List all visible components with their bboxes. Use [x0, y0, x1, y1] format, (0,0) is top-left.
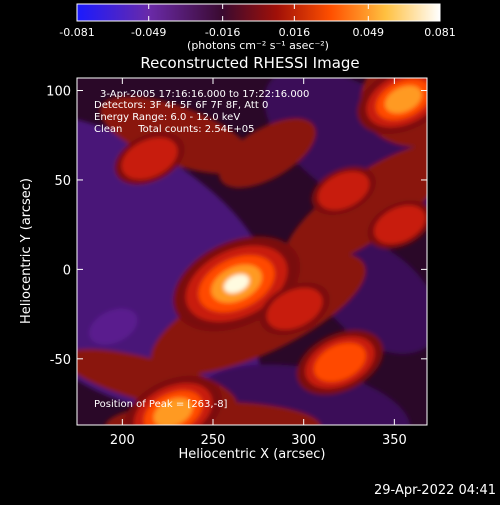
energy-range-text: Energy Range: 6.0 - 12.0 keV	[94, 112, 240, 123]
x-tick-label: 200	[110, 433, 135, 448]
plot-area	[0, 15, 500, 475]
colorbar-units: (photons cm⁻² s⁻¹ asec⁻²)	[187, 39, 329, 52]
y-axis-label: Heliocentric Y (arcsec)	[19, 178, 34, 324]
peak-position-text: Position of Peak = [263,-8]	[94, 399, 228, 410]
clean-counts-text: Clean Total counts: 2.54E+05	[94, 124, 254, 135]
colorbar-tick-label: 0.016	[279, 26, 311, 39]
x-axis-label: Heliocentric X (arcsec)	[179, 447, 326, 462]
colorbar-gradient	[77, 4, 440, 21]
footer-date: 29-Apr-2022 04:41	[374, 483, 496, 498]
colorbar-tick-label: -0.081	[59, 26, 94, 39]
x-tick-label: 300	[291, 433, 316, 448]
colorbar: -0.081 -0.049 -0.016 0.016 0.049 0.081 (photo…	[59, 4, 455, 52]
colorbar-tick-label: -0.016	[205, 26, 240, 39]
time-range-text: 3-Apr-2005 17:16:16.000 to 17:22:16.000	[100, 89, 309, 100]
colorbar-tick-label: 0.081	[424, 26, 456, 39]
colorbar-tick-label: 0.049	[353, 26, 385, 39]
y-tick-label: 0	[63, 263, 71, 278]
x-tick-label: 250	[201, 433, 226, 448]
y-tick-label: 100	[46, 85, 71, 100]
y-tick-label: -50	[50, 353, 71, 368]
chart-title: Reconstructed RHESSI Image	[140, 54, 359, 72]
x-tick-label: 350	[382, 433, 407, 448]
y-tick-label: 50	[54, 174, 71, 189]
detectors-text: Detectors: 3F 4F 5F 6F 7F 8F, Att 0	[94, 100, 268, 111]
colorbar-tick-label: -0.049	[131, 26, 166, 39]
